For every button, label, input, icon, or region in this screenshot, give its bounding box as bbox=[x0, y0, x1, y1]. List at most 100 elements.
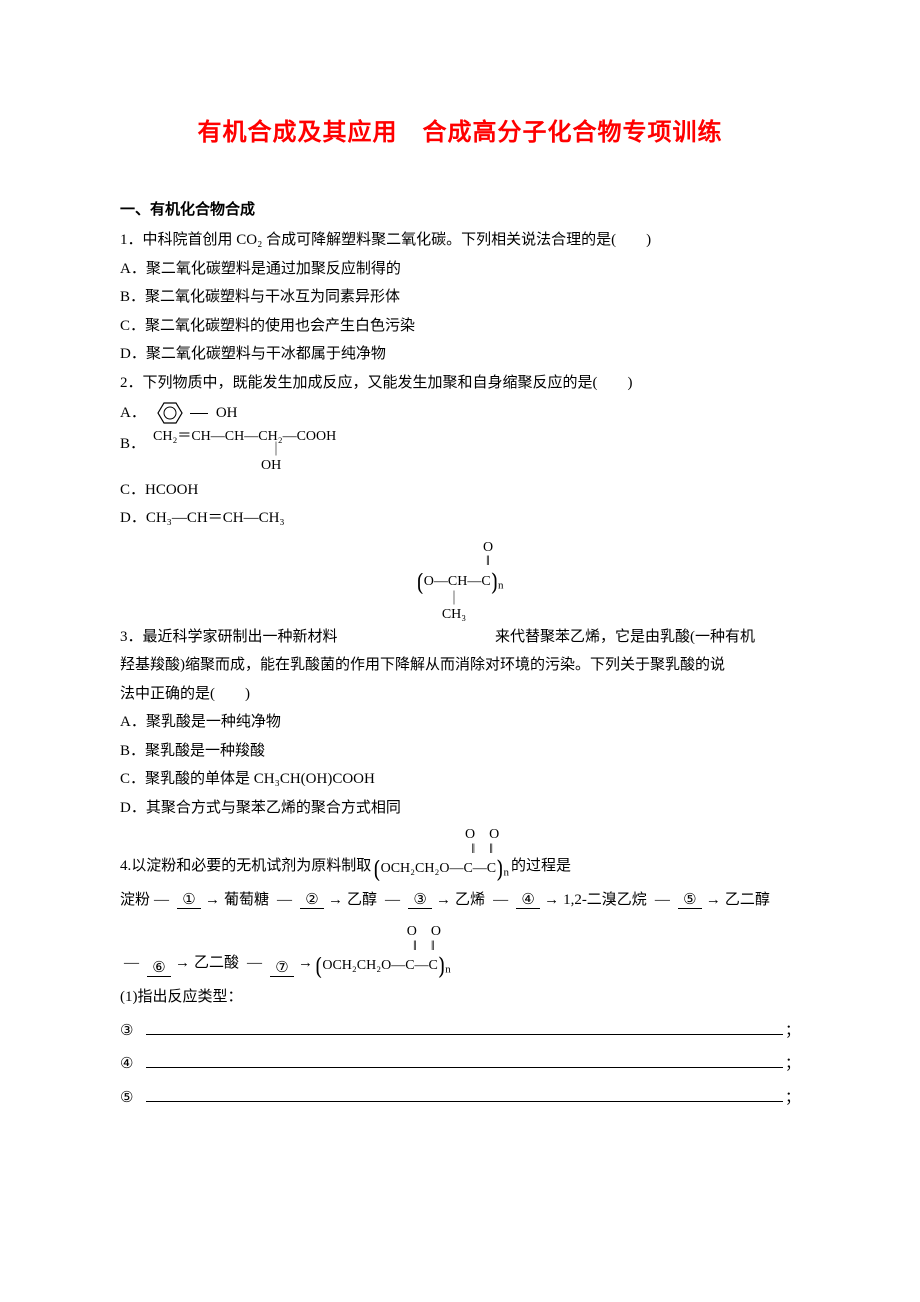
q3-opt-c: C．聚乳酸的单体是 CH₃CH(OH)COOH bbox=[120, 765, 800, 794]
q3-poly-n: n bbox=[498, 580, 504, 592]
q3-poly-ch3: CH₃ bbox=[442, 608, 478, 623]
dash: — bbox=[655, 886, 670, 915]
benzene-ring-icon bbox=[154, 399, 184, 427]
route-oxalic: 乙二酸 bbox=[194, 949, 239, 978]
step1-num: ① bbox=[182, 893, 195, 908]
q2-b-main: CH₂＝CH—CH—CH₂—COOH bbox=[153, 430, 336, 445]
step6-num: ⑥ bbox=[152, 961, 165, 976]
step-4: ④ bbox=[516, 893, 540, 909]
page-title: 有机合成及其应用 合成高分子化合物专项训练 bbox=[120, 110, 800, 156]
q3-opt-a: A．聚乳酸是一种纯净物 bbox=[120, 708, 800, 737]
q2-stem: 2．下列物质中，既能发生加成反应，又能发生加聚和自身缩聚反应的是( ) bbox=[120, 369, 800, 398]
arrow-icon: → bbox=[175, 949, 190, 978]
route-dibromoethane: 1,2-二溴乙烷 bbox=[563, 886, 647, 915]
q4-oo-2: O O bbox=[325, 925, 441, 940]
q4-poly-seg-1: OCH₂CH₂O—C—C bbox=[381, 861, 497, 876]
q4-poly-n-2: n bbox=[445, 964, 451, 976]
dash: — bbox=[154, 886, 169, 915]
route-ethanol: 乙醇 bbox=[347, 886, 377, 915]
route-glycol: 乙二醇 bbox=[725, 886, 770, 915]
section-heading: 一、有机化合物合成 bbox=[120, 196, 800, 225]
q2-opt-c: C．HCOOH bbox=[120, 476, 800, 505]
semicolon: ； bbox=[785, 1084, 800, 1113]
step3-num: ③ bbox=[413, 893, 426, 908]
blank-label-5: ⑤ bbox=[120, 1084, 144, 1113]
bond-line bbox=[190, 413, 208, 414]
arrow-icon: → bbox=[706, 886, 721, 915]
q3-polymer-structure: O ‖ ⟮O—CH—C⟯n ｜ CH₃ bbox=[416, 541, 503, 623]
q3-poly-dbl: ‖ bbox=[430, 555, 490, 570]
blank-fill[interactable] bbox=[146, 1049, 783, 1068]
arrow-icon: → bbox=[436, 886, 451, 915]
q2-a-label: A． bbox=[120, 399, 146, 428]
q2-b-label: B． bbox=[120, 430, 145, 459]
q3-stem-b: 来代替聚苯乙烯，它是由乳酸(一种有机 bbox=[495, 629, 755, 645]
q3-poly-o: O bbox=[427, 541, 493, 556]
q4-sub1: (1)指出反应类型： bbox=[120, 983, 800, 1012]
blank-label-3: ③ bbox=[120, 1017, 144, 1046]
q4-block: 4.以淀粉和必要的无机试剂为原料制取 O O ‖ ‖ ⟮OCH₂CH₂O—C—C… bbox=[120, 828, 800, 1112]
q4-blank-5: ⑤ ； bbox=[120, 1083, 800, 1113]
arrow-icon: → bbox=[544, 886, 559, 915]
semicolon: ； bbox=[785, 1017, 800, 1046]
q3-stem-a: 3．最近科学家研制出一种新材料 bbox=[120, 629, 338, 645]
q4-blank-4: ④ ； bbox=[120, 1049, 800, 1079]
dash: — bbox=[277, 886, 292, 915]
blank-label-4: ④ bbox=[120, 1050, 144, 1079]
left-bracket-icon: ⟮ bbox=[373, 856, 380, 881]
q1-opt-c: C．聚二氧化碳塑料的使用也会产生白色污染 bbox=[120, 312, 800, 341]
route-starch: 淀粉 bbox=[120, 886, 150, 915]
q2-opt-a: A． OH bbox=[120, 399, 800, 428]
right-bracket-icon: ⟯ bbox=[491, 569, 498, 594]
route-ethene: 乙烯 bbox=[455, 886, 485, 915]
q4-oo-1: O O bbox=[383, 828, 499, 843]
route-glucose: 葡萄糖 bbox=[224, 886, 269, 915]
q3-stem-line3: 法中正确的是( ) bbox=[120, 680, 800, 709]
q2-opt-b: B． CH₂＝CH—CH—CH₂—COOH ｜ OH bbox=[120, 430, 800, 474]
q4-dd-1: ‖ ‖ bbox=[389, 843, 493, 858]
dash: — bbox=[247, 949, 262, 978]
arrow-icon: → bbox=[205, 886, 220, 915]
q3-block: O ‖ ⟮O—CH—C⟯n ｜ CH₃ 3．最近科学家研制出一种新材料 来代替聚… bbox=[120, 541, 800, 822]
q2-b-oh: OH bbox=[153, 459, 281, 474]
q4-blank-3: ③ ； bbox=[120, 1016, 800, 1046]
left-bracket-icon: ⟮ bbox=[416, 569, 423, 594]
q3-poly-main: O—CH—C bbox=[424, 574, 491, 589]
step5-num: ⑤ bbox=[683, 893, 696, 908]
step-2: ② bbox=[300, 893, 324, 909]
q4-route-line2: — ⑥ → 乙二酸 — ⑦ → O O ‖ ‖ ⟮OCH₂CH₂O—C—C⟯n bbox=[120, 925, 453, 977]
step-3: ③ bbox=[408, 893, 432, 909]
arrow-icon: → bbox=[298, 949, 313, 978]
arrow-icon: → bbox=[328, 886, 343, 915]
blank-fill[interactable] bbox=[146, 1016, 783, 1035]
q4-stem-a: 4.以淀粉和必要的无机试剂为原料制取 bbox=[120, 852, 371, 881]
q1-stem: 1．中科院首创用 CO₂ 合成可降解塑料聚二氧化碳。下列相关说法合理的是( ) bbox=[120, 226, 800, 255]
q2-b-bar: ｜ bbox=[153, 444, 283, 459]
q4-stem-line: 4.以淀粉和必要的无机试剂为原料制取 O O ‖ ‖ ⟮OCH₂CH₂O—C—C… bbox=[120, 828, 571, 880]
q3-poly-bar: ｜ bbox=[447, 593, 473, 608]
step-5: ⑤ bbox=[678, 893, 702, 909]
step7-num: ⑦ bbox=[275, 961, 288, 976]
q2-b-structure: CH₂＝CH—CH—CH₂—COOH ｜ OH bbox=[153, 430, 336, 474]
dash: — bbox=[385, 886, 400, 915]
blank-fill[interactable] bbox=[146, 1083, 783, 1102]
q3-opt-d: D．其聚合方式与聚苯乙烯的聚合方式相同 bbox=[120, 794, 800, 823]
q4-stem-b: 的过程是 bbox=[511, 852, 571, 881]
q4-dd-2: ‖ ‖ bbox=[331, 940, 435, 955]
q3-stem-line2: 羟基羧酸)缩聚而成，能在乳酸菌的作用下降解从而消除对环境的污染。下列关于聚乳酸的… bbox=[120, 651, 800, 680]
q4-polymer-1: O O ‖ ‖ ⟮OCH₂CH₂O—C—C⟯n bbox=[373, 828, 509, 880]
q4-poly-seg-2: OCH₂CH₂O—C—C bbox=[322, 958, 438, 973]
step4-num: ④ bbox=[521, 893, 534, 908]
semicolon: ； bbox=[785, 1050, 800, 1079]
q4-polymer-2: O O ‖ ‖ ⟮OCH₂CH₂O—C—C⟯n bbox=[315, 925, 451, 977]
q1-opt-a: A．聚二氧化碳塑料是通过加聚反应制得的 bbox=[120, 255, 800, 284]
step-1: ① bbox=[177, 893, 201, 909]
dash: — bbox=[124, 949, 139, 978]
step-7: ⑦ bbox=[270, 961, 294, 977]
q1-opt-b: B．聚二氧化碳塑料与干冰互为同素异形体 bbox=[120, 283, 800, 312]
q3-opt-b: B．聚乳酸是一种羧酸 bbox=[120, 737, 800, 766]
q3-stem-line1: 3．最近科学家研制出一种新材料 来代替聚苯乙烯，它是由乳酸(一种有机 bbox=[120, 623, 800, 652]
q4-poly-n-1: n bbox=[503, 867, 509, 879]
step-6: ⑥ bbox=[147, 961, 171, 977]
dash: — bbox=[493, 886, 508, 915]
